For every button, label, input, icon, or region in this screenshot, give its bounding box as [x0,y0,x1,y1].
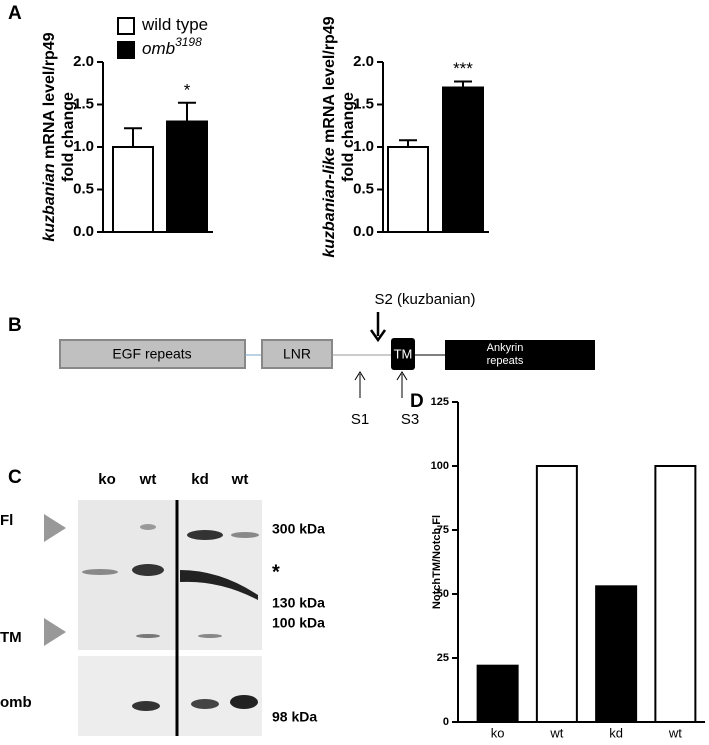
y-tick-label: 100 [431,460,449,472]
band [187,530,223,540]
y-tick-label: 0.0 [73,223,94,240]
tm-box [391,338,415,370]
bar [595,585,638,723]
domain-label: repeats [487,355,524,367]
y-tick-label: 2.0 [73,53,94,70]
significance: *** [453,59,473,78]
y-tick-label: 125 [431,396,449,408]
bar [166,120,208,233]
y-tick-label: 75 [437,524,449,536]
y-axis-label: kuzbanian-like mRNA level/rp49 [321,16,338,257]
x-tick-label: kd [609,725,623,740]
bar [535,465,578,723]
y-tick-label: 0 [443,716,449,728]
site-label: S2 (kuzbanian) [375,291,476,308]
y-axis-label: NotchTM/Notch Fl [431,515,443,609]
x-tick-label: ko [491,725,505,740]
blot-image [78,500,176,650]
triangle-marker [44,514,66,542]
y-axis-label-part: mRNA level/rp49 [321,16,338,147]
bar [654,465,697,723]
legend-superscript: 3198 [175,35,202,49]
band [231,532,259,538]
band [180,570,258,600]
size-marker: 98 kDa [272,709,317,725]
lane-label: wt [231,471,249,488]
y-axis-label: fold change [340,92,357,182]
size-marker: 100 kDa [272,615,325,631]
y-tick-label: 1.5 [353,95,374,112]
x-tick-label: wt [549,725,563,740]
legend-swatch [117,41,135,59]
panel-label: D [410,391,424,412]
arrowhead [369,329,387,343]
band [82,569,118,575]
y-tick-label: 0.0 [353,223,374,240]
row-label: omb [0,694,32,711]
bar [442,86,484,233]
lane-label: ko [98,471,116,488]
size-marker: 130 kDa [272,595,325,611]
band [132,564,164,576]
lane-label: kd [191,471,209,488]
band [191,699,219,709]
y-axis-label-part: kuzbanian [41,163,58,241]
bar [112,146,154,233]
x-tick-label: wt [668,725,682,740]
y-tick-label: 1.5 [73,95,94,112]
band [198,634,222,638]
site-label: S3 [401,411,419,428]
row-label: Fl [0,512,13,529]
site-label: S1 [351,411,369,428]
band [230,695,258,709]
legend-name: omb [142,39,175,58]
egf-box [59,339,246,369]
significance: * [184,80,191,99]
y-axis-label: kuzbanian mRNA level/rp49 [41,32,58,241]
y-axis-label: fold change [60,92,77,182]
panel-label: B [8,315,22,336]
triangle-marker [44,618,66,646]
y-tick-label: 0.5 [73,180,94,197]
domain-label: EGF repeats [112,346,191,362]
band [140,524,156,530]
size-marker: 300 kDa [272,521,325,537]
arrowhead [354,371,366,381]
y-axis-label-part: mRNA level/rp49 [41,32,58,163]
legend-label: wild type [141,15,208,34]
lane-label: wt [139,471,157,488]
domain-label: Ankyrin [487,342,524,354]
band [136,634,160,638]
domain-label: LNR [283,346,311,362]
y-tick-label: 2.0 [353,53,374,70]
y-tick-label: 50 [437,588,449,600]
y-tick-label: 0.5 [353,180,374,197]
y-tick-label: 1.0 [353,138,374,155]
western-blot: ko wt kd wt Fl TM omb 300 kDa * 130 kDa … [0,471,325,736]
lnr-box [261,339,333,369]
panel-label: C [8,467,22,488]
y-tick-label: 25 [437,652,449,664]
legend-swatch [117,17,135,35]
y-tick-label: 1.0 [73,138,94,155]
blot-image [78,656,176,736]
y-axis-label-part: kuzbanian-like [321,147,338,257]
domain-label: TM [394,346,413,361]
panel-label: A [8,3,22,24]
domain-diagram: EGF repeats LNR TM Ankyrin repeats S2 (k… [59,291,595,428]
row-label: TM [0,629,22,646]
bar [387,146,429,233]
ankyrin-box [445,340,595,370]
band [132,701,160,711]
legend-name: wild type [141,15,208,34]
size-marker: * [272,561,280,583]
arrowhead [396,371,408,381]
legend-label: omb3198 [142,35,202,58]
bar [476,664,519,723]
